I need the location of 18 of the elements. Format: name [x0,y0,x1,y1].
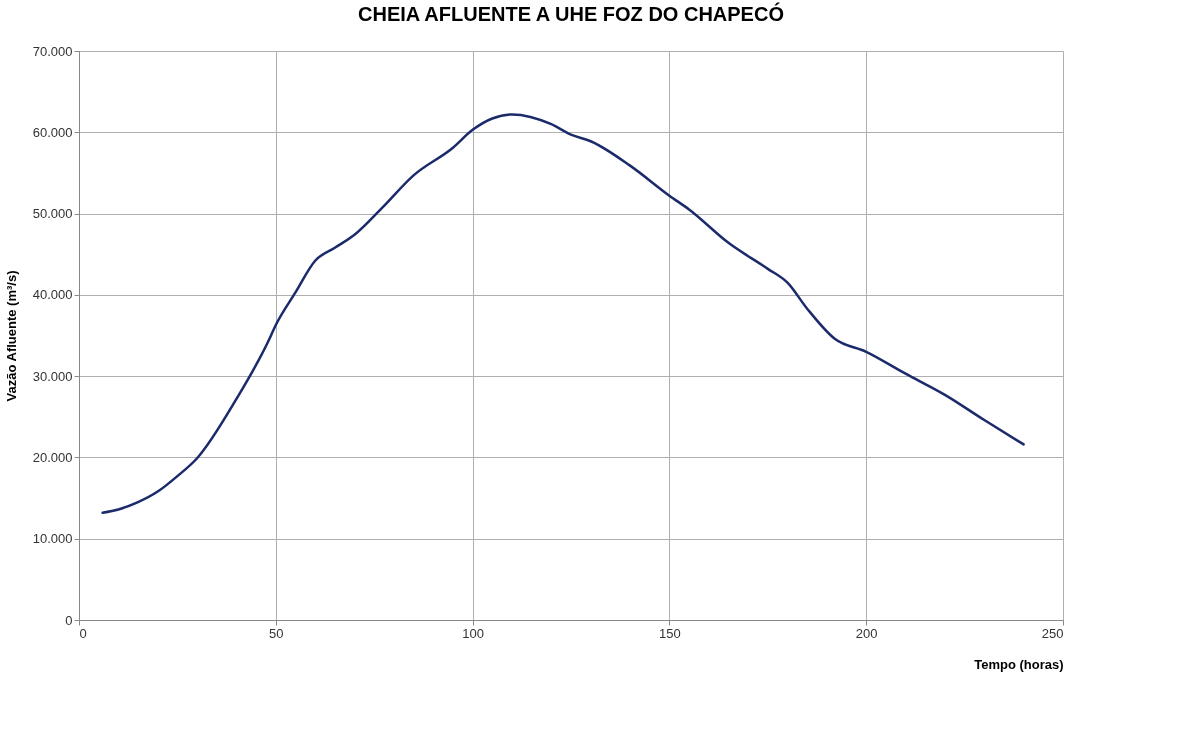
y-tick-label: 0 [65,612,73,628]
y-tick-label: 20.000 [32,449,73,465]
x-axis-title: Tempo (horas) [974,656,1064,672]
x-tick-label: 0 [79,625,87,641]
x-tick-label: 50 [269,625,284,641]
x-tick-label: 200 [855,625,878,641]
y-tick-label: 40.000 [32,287,73,303]
y-tick-label: 30.000 [32,368,73,384]
x-tick-label: 150 [659,625,681,641]
chart-title: CHEIA AFLUENTE A UHE FOZ DO CHAPECÓ [358,2,784,25]
line-series [101,113,1025,514]
y-axis-title: Vazão Afluente (m³/s) [3,270,19,402]
y-tick-label: 50.000 [32,206,73,222]
y-tick-label: 70.000 [32,43,73,59]
x-tick-label: 100 [462,625,484,641]
y-tick-label: 10.000 [32,531,73,547]
y-tick-label: 60.000 [32,124,73,140]
x-tick-label: 250 [1041,625,1064,641]
